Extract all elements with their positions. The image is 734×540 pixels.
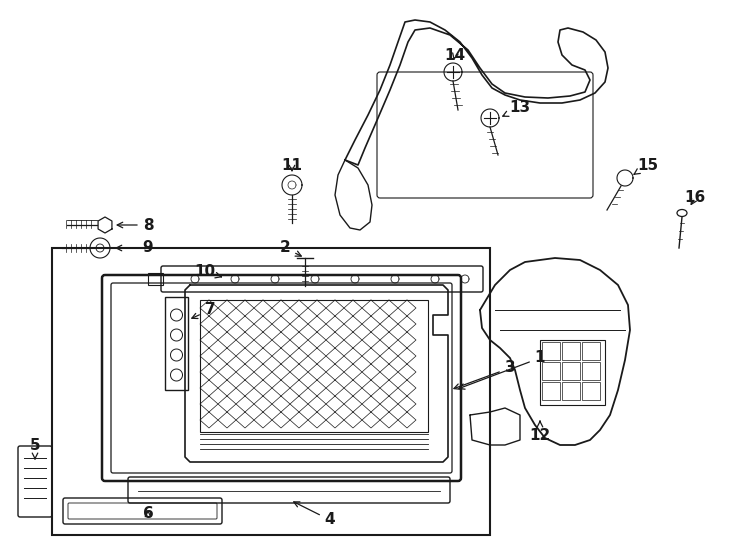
Text: 13: 13 <box>503 100 531 116</box>
Text: 16: 16 <box>684 191 705 206</box>
Bar <box>582 382 600 400</box>
Bar <box>52 248 490 535</box>
Bar <box>562 342 580 360</box>
Text: 8: 8 <box>117 218 153 233</box>
Bar <box>562 362 580 380</box>
Bar <box>542 362 560 380</box>
Text: 1: 1 <box>459 350 545 389</box>
Text: 10: 10 <box>195 265 222 280</box>
Text: 14: 14 <box>445 48 465 63</box>
Bar <box>582 342 600 360</box>
Text: 4: 4 <box>294 502 335 528</box>
Text: 7: 7 <box>192 302 215 319</box>
Text: 5: 5 <box>29 437 40 459</box>
Text: 3: 3 <box>454 361 515 389</box>
Bar <box>148 273 163 285</box>
Bar <box>540 340 605 405</box>
Text: 15: 15 <box>634 158 658 174</box>
Bar <box>542 342 560 360</box>
Text: 11: 11 <box>282 158 302 172</box>
Text: 6: 6 <box>142 507 153 522</box>
Bar <box>165 297 188 390</box>
Text: 9: 9 <box>116 240 153 255</box>
Bar <box>542 382 560 400</box>
Text: 2: 2 <box>280 240 301 256</box>
Bar <box>200 300 428 432</box>
Bar <box>562 382 580 400</box>
Text: 12: 12 <box>529 421 550 442</box>
Bar <box>582 362 600 380</box>
